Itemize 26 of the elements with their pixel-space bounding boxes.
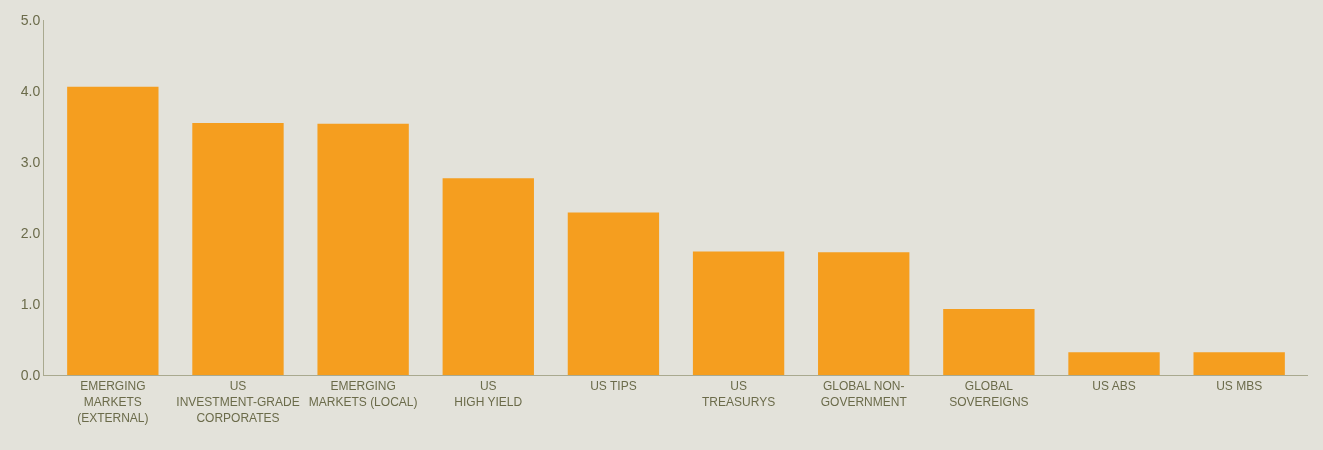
x-tick-label: US INVESTMENT-GRADE CORPORATES bbox=[176, 379, 300, 425]
bar bbox=[67, 86, 159, 375]
bar bbox=[818, 252, 910, 375]
y-tick-label: 5.0 bbox=[20, 11, 41, 28]
bar bbox=[567, 212, 660, 375]
bar bbox=[943, 308, 1035, 375]
y-tick-label: 3.0 bbox=[20, 153, 41, 170]
bar bbox=[192, 122, 284, 375]
bar bbox=[317, 123, 409, 375]
x-tick-label: GLOBAL SOVEREIGNS bbox=[949, 379, 1029, 409]
x-tick-label: US MBS bbox=[1216, 379, 1263, 394]
x-tick-label: EMERGING MARKETS (LOCAL) bbox=[308, 379, 418, 409]
x-tick-label: US HIGH YIELD bbox=[454, 379, 523, 409]
x-tick-label: US TIPS bbox=[590, 379, 637, 394]
bar bbox=[1068, 352, 1160, 375]
x-tick-label: EMERGING MARKETS (EXTERNAL) bbox=[77, 379, 149, 425]
x-tick-label: GLOBAL NON- GOVERNMENT bbox=[820, 379, 908, 409]
x-tick-label: US TREASURYS bbox=[702, 379, 776, 409]
bar bbox=[442, 178, 534, 375]
y-tick-label: 1.0 bbox=[20, 295, 41, 312]
x-tick-label: US ABS bbox=[1092, 379, 1136, 394]
y-tick-label: 0.0 bbox=[20, 366, 41, 383]
bar bbox=[692, 251, 785, 375]
bar bbox=[1193, 352, 1285, 375]
y-tick-label: 4.0 bbox=[20, 82, 41, 99]
y-tick-label: 2.0 bbox=[20, 224, 41, 241]
